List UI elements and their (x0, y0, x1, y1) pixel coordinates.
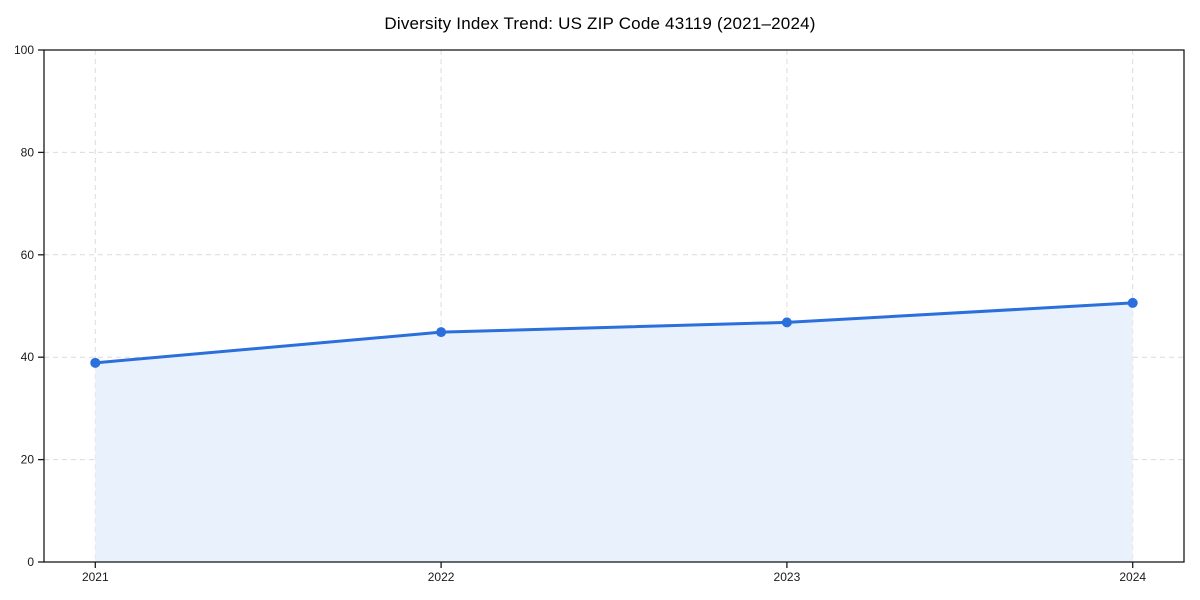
data-point-marker (90, 357, 101, 368)
y-tick-label: 60 (21, 248, 35, 262)
chart-title: Diversity Index Trend: US ZIP Code 43119… (384, 14, 816, 33)
data-point-marker (1127, 297, 1138, 308)
y-tick-label: 0 (27, 555, 34, 569)
plot-frame (43, 49, 1185, 563)
x-tick-label: 2022 (428, 570, 455, 584)
y-tick-label: 80 (21, 145, 35, 159)
x-tick-label: 2024 (1119, 570, 1146, 584)
area-fill (95, 302, 1133, 562)
x-tick-label: 2021 (82, 570, 109, 584)
y-tick-label: 40 (21, 350, 35, 364)
y-tick-label: 20 (21, 453, 35, 467)
trend-line (93, 301, 1135, 365)
y-tick-label: 100 (14, 43, 34, 57)
data-point-marker (781, 317, 792, 328)
data-point-marker (436, 327, 447, 338)
x-tick-label: 2023 (774, 570, 801, 584)
